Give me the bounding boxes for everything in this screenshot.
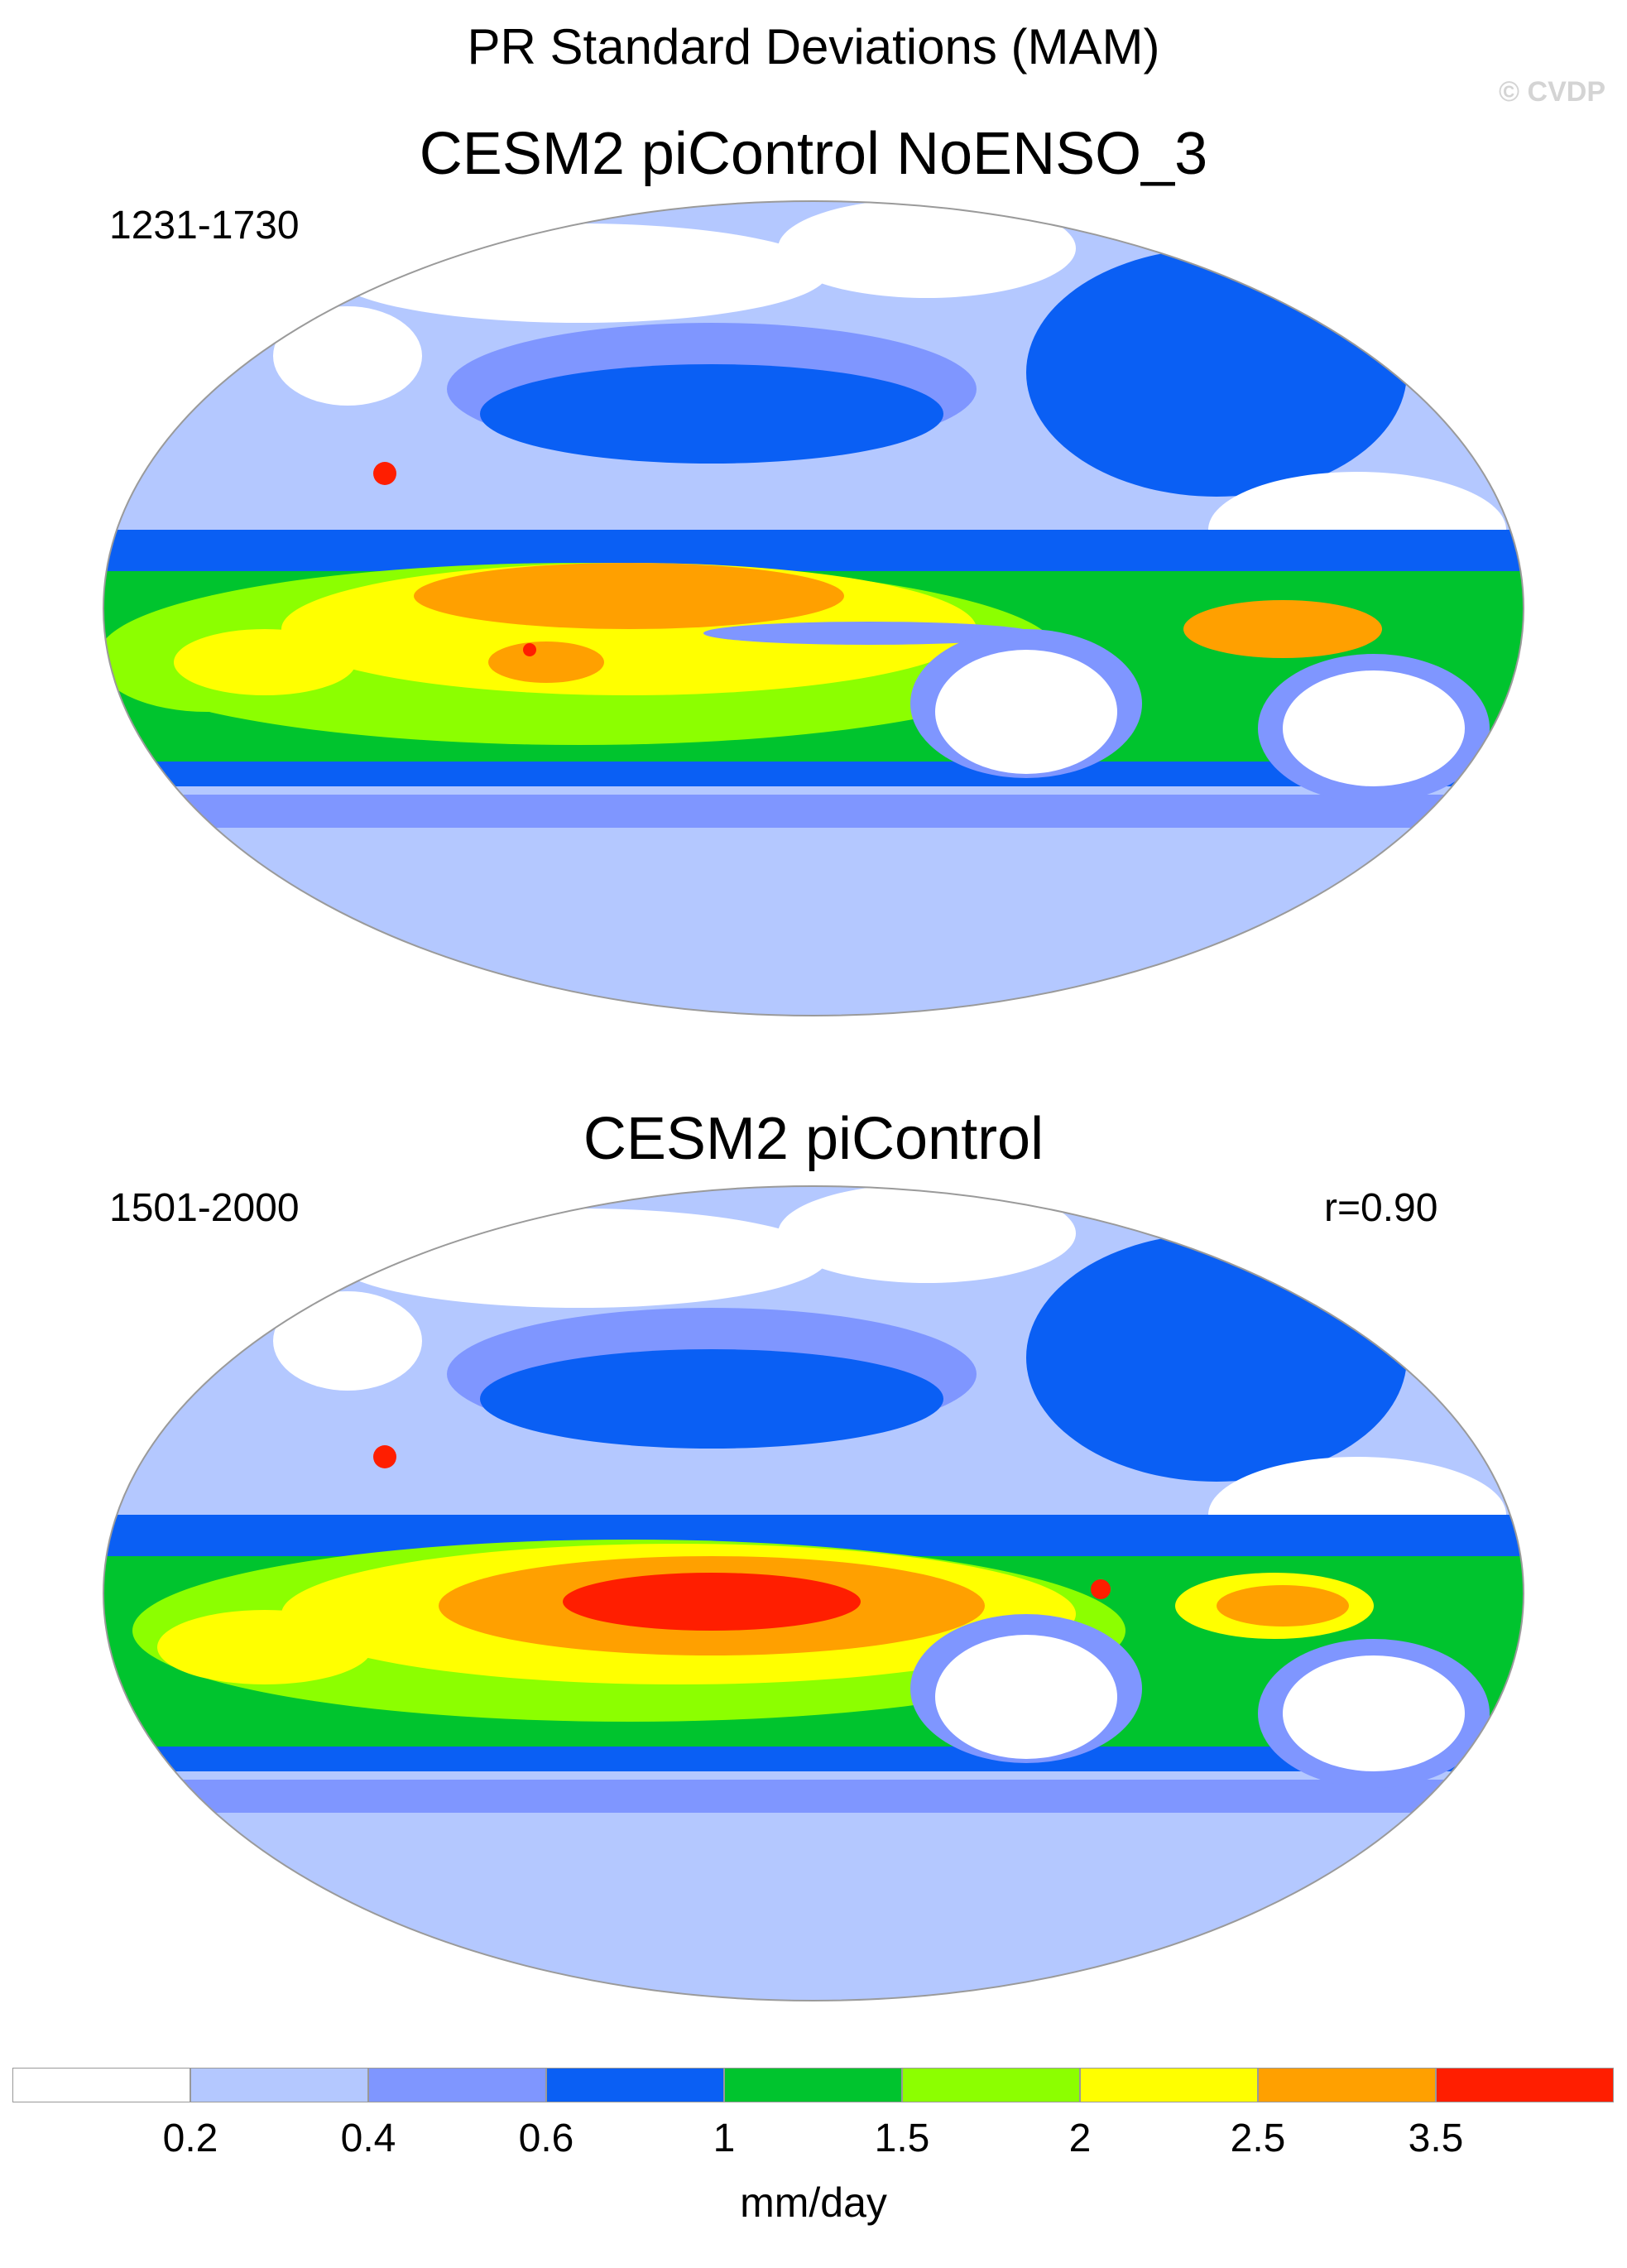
colorbar-tick-label: 3.5 — [1408, 2117, 1464, 2160]
panel-1-contours — [103, 201, 1524, 1016]
colorbar-box — [190, 2068, 368, 2102]
copyright-watermark: © CVDP — [1499, 76, 1605, 108]
panel-1-period-label: 1231-1730 — [109, 204, 300, 247]
panel-1-map — [103, 200, 1524, 1016]
colorbar-tick-label: 2 — [1068, 2117, 1092, 2160]
colorbar-tick-label: 0.2 — [162, 2117, 218, 2160]
colorbar-box — [12, 2068, 190, 2102]
panel-1-title: CESM2 piControl NoENSO_3 — [419, 121, 1208, 187]
colorbar-box — [368, 2068, 546, 2102]
colorbar-box — [1080, 2068, 1258, 2102]
panel-2-contours — [103, 1186, 1524, 2001]
colorbar-tick-label: 2.5 — [1230, 2117, 1286, 2160]
panel-2-correlation-label: r=0.90 — [1324, 1186, 1438, 1230]
colorbar-box — [1258, 2068, 1436, 2102]
panel-2-period-label: 1501-2000 — [109, 1186, 300, 1230]
panel-2-title: CESM2 piControl — [583, 1106, 1044, 1172]
colorbar-tick-label: 0.6 — [518, 2117, 574, 2160]
colorbar-box — [724, 2068, 902, 2102]
colorbar-box — [1436, 2068, 1614, 2102]
colorbar-units-label: mm/day — [740, 2179, 887, 2226]
colorbar-box — [902, 2068, 1080, 2102]
panel-2-map — [103, 1185, 1524, 2001]
colorbar-box — [546, 2068, 724, 2102]
figure-title: PR Standard Deviations (MAM) — [467, 19, 1160, 74]
colorbar-tick-label: 1.5 — [874, 2117, 930, 2160]
colorbar-tick-label: 1 — [713, 2117, 736, 2160]
colorbar-tick-label: 0.4 — [340, 2117, 396, 2160]
